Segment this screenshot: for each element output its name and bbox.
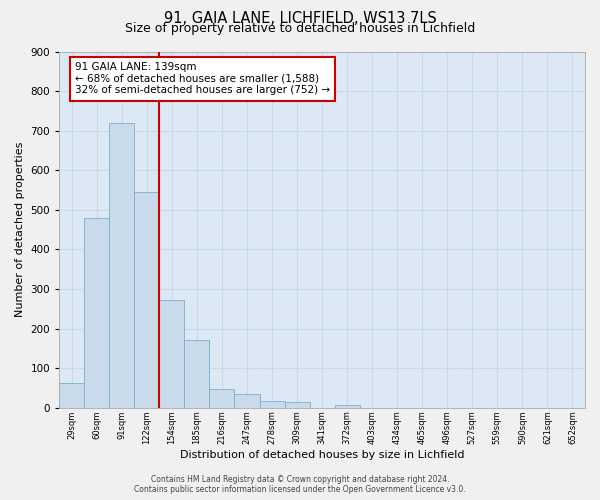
Bar [209,389,235,408]
Bar [235,394,260,408]
Text: Contains HM Land Registry data © Crown copyright and database right 2024.
Contai: Contains HM Land Registry data © Crown c… [134,474,466,494]
Bar [160,300,184,408]
X-axis label: Distribution of detached houses by size in Lichfield: Distribution of detached houses by size … [180,450,464,460]
Bar [335,404,359,408]
Bar [184,340,209,408]
Bar [84,218,109,408]
Bar [134,192,160,408]
Text: 91 GAIA LANE: 139sqm
← 68% of detached houses are smaller (1,588)
32% of semi-de: 91 GAIA LANE: 139sqm ← 68% of detached h… [75,62,330,96]
Y-axis label: Number of detached properties: Number of detached properties [15,142,25,318]
Bar [109,123,134,408]
Bar [59,383,84,408]
Text: Size of property relative to detached houses in Lichfield: Size of property relative to detached ho… [125,22,475,35]
Text: 91, GAIA LANE, LICHFIELD, WS13 7LS: 91, GAIA LANE, LICHFIELD, WS13 7LS [164,11,436,26]
Bar [284,402,310,408]
Bar [260,400,284,408]
